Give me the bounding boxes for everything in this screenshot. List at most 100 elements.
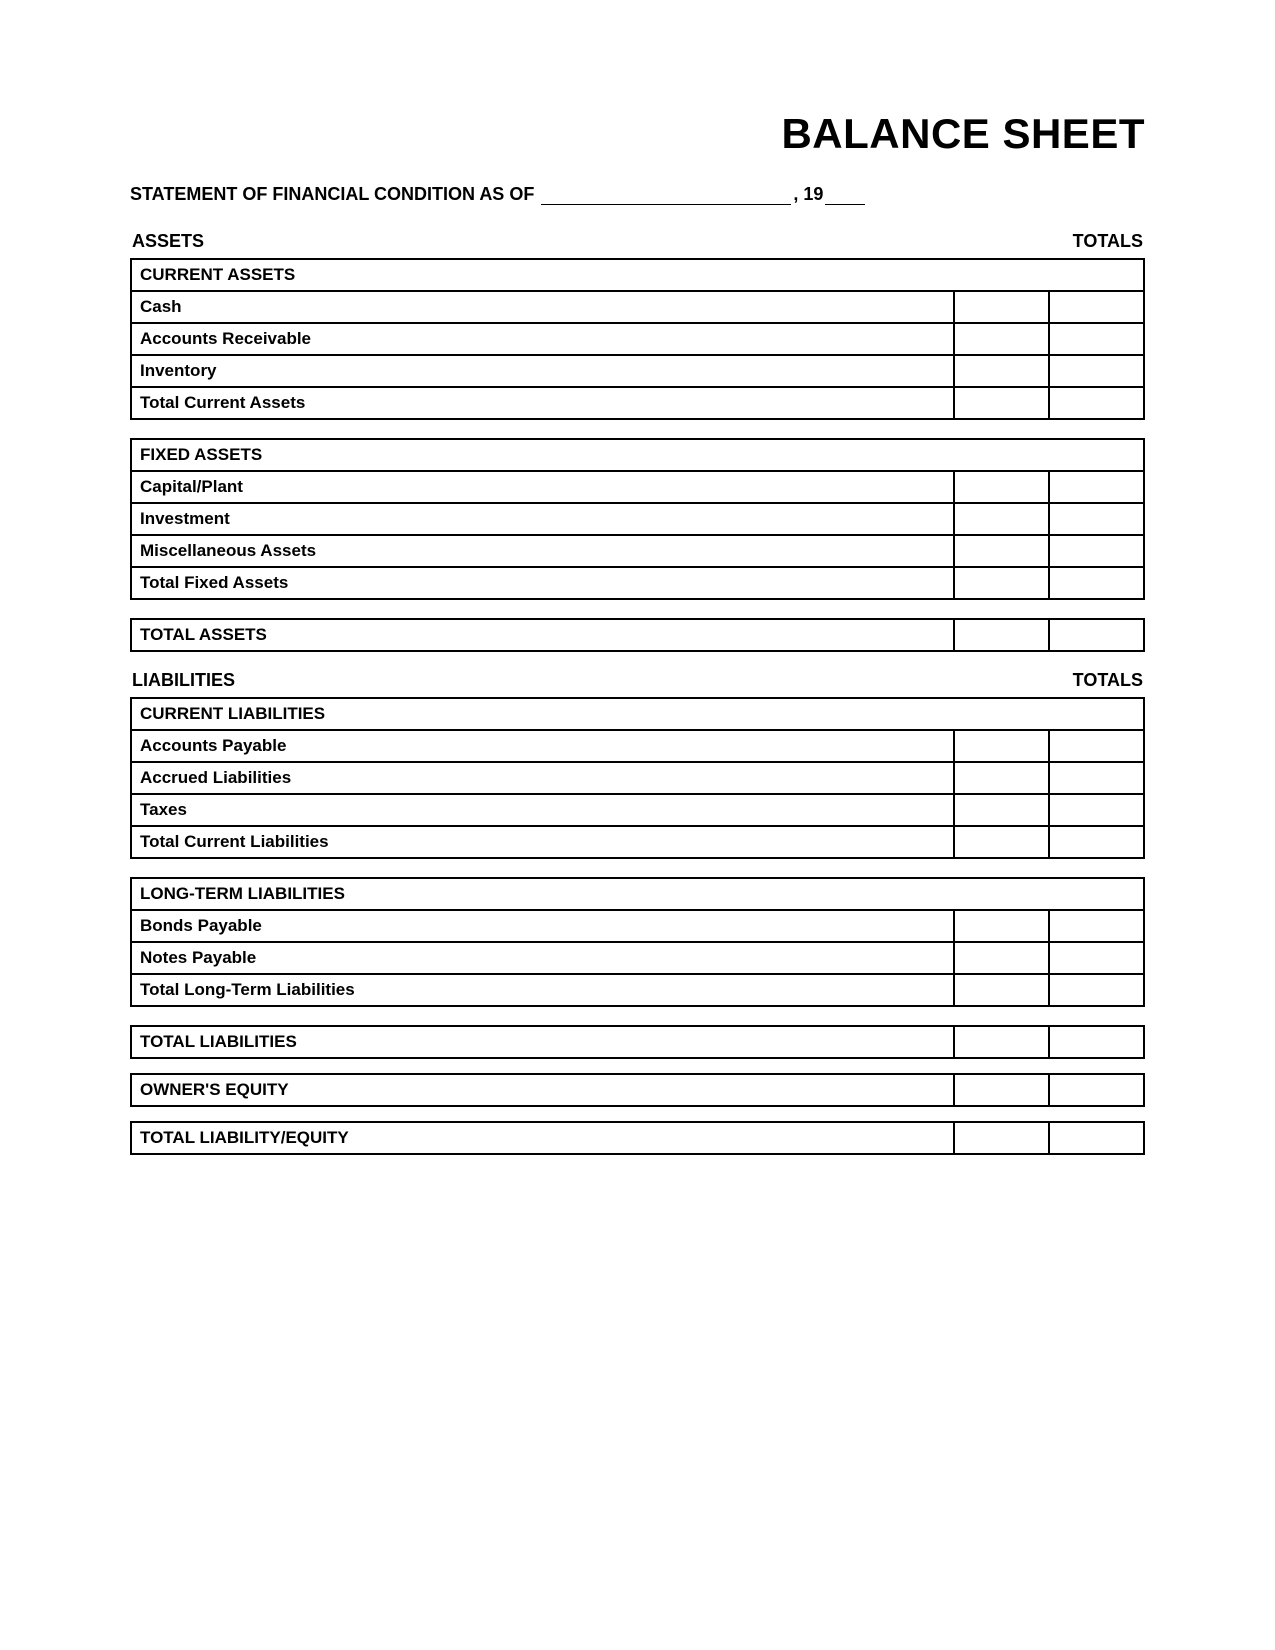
value-cell: [954, 355, 1049, 387]
owners-equity-table: OWNER'S EQUITY: [130, 1073, 1145, 1107]
value-cell: [1049, 535, 1144, 567]
owners-equity-label: OWNER'S EQUITY: [131, 1074, 954, 1106]
value-cell: [1049, 730, 1144, 762]
longterm-liabilities-table: LONG-TERM LIABILITIES Bonds Payable Note…: [130, 877, 1145, 1007]
value-cell: [954, 291, 1049, 323]
row-label: Total Current Liabilities: [131, 826, 954, 858]
value-cell: [954, 471, 1049, 503]
value-cell: [1049, 471, 1144, 503]
table-row: LONG-TERM LIABILITIES: [131, 878, 1144, 910]
value-cell: [1049, 794, 1144, 826]
row-label: Cash: [131, 291, 954, 323]
row-label: Investment: [131, 503, 954, 535]
value-cell: [954, 974, 1049, 1006]
value-cell: [1049, 1026, 1144, 1058]
row-label: Miscellaneous Assets: [131, 535, 954, 567]
value-cell: [1049, 387, 1144, 419]
current-assets-header: CURRENT ASSETS: [131, 259, 1144, 291]
date-blank: [541, 187, 791, 205]
fixed-assets-header: FIXED ASSETS: [131, 439, 1144, 471]
value-cell: [1049, 291, 1144, 323]
row-label: Accrued Liabilities: [131, 762, 954, 794]
current-liabilities-table: CURRENT LIABILITIES Accounts Payable Acc…: [130, 697, 1145, 859]
value-cell: [954, 910, 1049, 942]
value-cell: [1049, 974, 1144, 1006]
table-row: CURRENT ASSETS: [131, 259, 1144, 291]
table-row: FIXED ASSETS: [131, 439, 1144, 471]
table-row: Taxes: [131, 794, 1144, 826]
total-liabilities-table: TOTAL LIABILITIES: [130, 1025, 1145, 1059]
table-row: Total Fixed Assets: [131, 567, 1144, 599]
table-row: TOTAL LIABILITIES: [131, 1026, 1144, 1058]
value-cell: [954, 942, 1049, 974]
table-row: TOTAL ASSETS: [131, 619, 1144, 651]
liabilities-label: LIABILITIES: [132, 670, 235, 691]
value-cell: [954, 619, 1049, 651]
table-row: Accounts Receivable: [131, 323, 1144, 355]
value-cell: [954, 826, 1049, 858]
value-cell: [954, 762, 1049, 794]
row-label: Accounts Receivable: [131, 323, 954, 355]
year-blank: [825, 187, 865, 205]
assets-label: ASSETS: [132, 231, 204, 252]
row-label: Inventory: [131, 355, 954, 387]
value-cell: [954, 323, 1049, 355]
value-cell: [1049, 567, 1144, 599]
table-row: Total Current Liabilities: [131, 826, 1144, 858]
value-cell: [1049, 503, 1144, 535]
row-label: Total Fixed Assets: [131, 567, 954, 599]
table-row: Notes Payable: [131, 942, 1144, 974]
value-cell: [954, 730, 1049, 762]
value-cell: [1049, 1122, 1144, 1154]
total-liability-equity-table: TOTAL LIABILITY/EQUITY: [130, 1121, 1145, 1155]
row-label: Notes Payable: [131, 942, 954, 974]
total-liability-equity-label: TOTAL LIABILITY/EQUITY: [131, 1122, 954, 1154]
table-row: Total Current Assets: [131, 387, 1144, 419]
value-cell: [1049, 619, 1144, 651]
table-row: OWNER'S EQUITY: [131, 1074, 1144, 1106]
value-cell: [954, 1074, 1049, 1106]
value-cell: [954, 567, 1049, 599]
table-row: Total Long-Term Liabilities: [131, 974, 1144, 1006]
value-cell: [954, 1026, 1049, 1058]
row-label: Taxes: [131, 794, 954, 826]
table-row: Investment: [131, 503, 1144, 535]
value-cell: [1049, 762, 1144, 794]
total-liabilities-label: TOTAL LIABILITIES: [131, 1026, 954, 1058]
value-cell: [954, 387, 1049, 419]
row-label: Bonds Payable: [131, 910, 954, 942]
current-assets-table: CURRENT ASSETS Cash Accounts Receivable …: [130, 258, 1145, 420]
table-row: Inventory: [131, 355, 1144, 387]
value-cell: [1049, 323, 1144, 355]
current-liabilities-header: CURRENT LIABILITIES: [131, 698, 1144, 730]
assets-header: ASSETS TOTALS: [130, 231, 1145, 252]
table-row: Miscellaneous Assets: [131, 535, 1144, 567]
total-assets-table: TOTAL ASSETS: [130, 618, 1145, 652]
liabilities-totals-label: TOTALS: [1073, 670, 1143, 691]
table-row: Capital/Plant: [131, 471, 1144, 503]
table-row: CURRENT LIABILITIES: [131, 698, 1144, 730]
table-row: Cash: [131, 291, 1144, 323]
row-label: Total Current Assets: [131, 387, 954, 419]
longterm-liabilities-header: LONG-TERM LIABILITIES: [131, 878, 1144, 910]
table-row: TOTAL LIABILITY/EQUITY: [131, 1122, 1144, 1154]
table-row: Bonds Payable: [131, 910, 1144, 942]
total-assets-label: TOTAL ASSETS: [131, 619, 954, 651]
statement-line: STATEMENT OF FINANCIAL CONDITION AS OF ,…: [130, 184, 1145, 205]
table-row: Accrued Liabilities: [131, 762, 1144, 794]
value-cell: [954, 535, 1049, 567]
fixed-assets-table: FIXED ASSETS Capital/Plant Investment Mi…: [130, 438, 1145, 600]
statement-prefix: STATEMENT OF FINANCIAL CONDITION AS OF: [130, 184, 539, 204]
value-cell: [1049, 355, 1144, 387]
row-label: Accounts Payable: [131, 730, 954, 762]
row-label: Capital/Plant: [131, 471, 954, 503]
value-cell: [1049, 826, 1144, 858]
year-prefix: , 19: [793, 184, 823, 204]
liabilities-header: LIABILITIES TOTALS: [130, 670, 1145, 691]
page-title: BALANCE SHEET: [130, 110, 1145, 158]
value-cell: [1049, 942, 1144, 974]
value-cell: [954, 1122, 1049, 1154]
value-cell: [1049, 910, 1144, 942]
assets-totals-label: TOTALS: [1073, 231, 1143, 252]
value-cell: [1049, 1074, 1144, 1106]
